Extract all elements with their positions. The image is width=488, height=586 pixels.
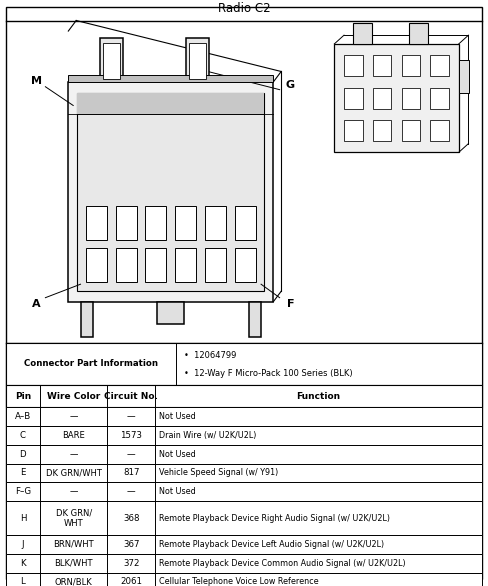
Text: —: — [69, 412, 78, 421]
Text: Vehicle Speed Signal (w/ Y91): Vehicle Speed Signal (w/ Y91) [159, 468, 278, 478]
Text: C: C [20, 431, 26, 440]
Bar [116, 206, 137, 240]
Text: BRN/WHT: BRN/WHT [53, 540, 94, 549]
Bar [409, 23, 428, 44]
Bar [6, 482, 482, 501]
Bar [157, 302, 184, 324]
Bar [235, 248, 256, 282]
Bar [100, 38, 123, 82]
Text: Circuit No.: Circuit No. [104, 391, 158, 401]
Bar [175, 206, 196, 240]
Bar [6, 535, 482, 554]
Bar [205, 206, 226, 240]
Bar [430, 55, 448, 76]
Bar [6, 554, 482, 573]
Bar [6, 385, 482, 407]
Bar [402, 87, 420, 109]
Bar [430, 87, 448, 109]
Text: J: J [21, 540, 24, 549]
Text: —: — [69, 487, 78, 496]
Text: DK GRN/
WHT: DK GRN/ WHT [56, 508, 92, 528]
Text: Remote Playback Device Right Audio Signal (w/ U2K/U2L): Remote Playback Device Right Audio Signa… [159, 513, 389, 523]
Text: Function: Function [297, 391, 341, 401]
Text: F: F [286, 298, 294, 309]
Text: —: — [127, 487, 136, 496]
Text: A: A [32, 298, 41, 309]
Bar [345, 55, 363, 76]
Text: E: E [20, 468, 26, 478]
Bar [6, 573, 482, 586]
Bar [205, 248, 226, 282]
Text: —: — [127, 412, 136, 421]
Text: Pin: Pin [15, 391, 31, 401]
Bar [430, 120, 448, 141]
Bar [68, 75, 273, 82]
Bar [116, 248, 137, 282]
Bar [77, 93, 264, 291]
Bar [459, 60, 469, 93]
Text: Not Used: Not Used [159, 412, 195, 421]
Text: 367: 367 [123, 540, 140, 549]
Text: —: — [69, 449, 78, 459]
Bar [189, 43, 206, 79]
Bar [249, 302, 261, 337]
Text: Connector Part Information: Connector Part Information [24, 359, 158, 369]
Text: K: K [20, 558, 26, 568]
Text: Cellular Telephone Voice Low Reference: Cellular Telephone Voice Low Reference [159, 577, 318, 586]
Bar [86, 248, 107, 282]
Text: 372: 372 [123, 558, 140, 568]
Text: F–G: F–G [15, 487, 31, 496]
Text: Remote Playback Device Common Audio Signal (w/ U2K/U2L): Remote Playback Device Common Audio Sign… [159, 558, 405, 568]
Text: •  12064799: • 12064799 [184, 351, 237, 360]
Bar [6, 445, 482, 464]
Text: 817: 817 [123, 468, 140, 478]
Bar [175, 248, 196, 282]
Text: DK GRN/WHT: DK GRN/WHT [46, 468, 102, 478]
Bar [402, 55, 420, 76]
Text: —: — [127, 449, 136, 459]
Bar [6, 464, 482, 482]
Bar [77, 93, 264, 114]
Bar [373, 55, 391, 76]
Text: BLK/WHT: BLK/WHT [55, 558, 93, 568]
Bar [345, 87, 363, 109]
Text: Not Used: Not Used [159, 449, 195, 459]
Bar [102, 43, 120, 79]
Bar [6, 407, 482, 426]
Text: Wire Color: Wire Color [47, 391, 101, 401]
Bar [68, 82, 273, 302]
Bar [373, 87, 391, 109]
Text: ORN/BLK: ORN/BLK [55, 577, 93, 586]
Text: Not Used: Not Used [159, 487, 195, 496]
Bar [402, 120, 420, 141]
Text: 1573: 1573 [120, 431, 142, 440]
Text: Radio C2: Radio C2 [218, 2, 270, 15]
Bar [6, 426, 482, 445]
Bar [81, 302, 93, 337]
Bar [334, 44, 459, 152]
Bar [373, 120, 391, 141]
Bar [235, 206, 256, 240]
Text: A–B: A–B [15, 412, 31, 421]
Text: G: G [286, 80, 295, 90]
Bar [345, 120, 363, 141]
Bar [145, 248, 166, 282]
Text: 2061: 2061 [120, 577, 142, 586]
Bar [353, 23, 372, 44]
Text: Drain Wire (w/ U2K/U2L): Drain Wire (w/ U2K/U2L) [159, 431, 256, 440]
Bar [6, 501, 482, 535]
Text: M: M [31, 76, 42, 86]
Text: D: D [20, 449, 26, 459]
Text: L: L [20, 577, 25, 586]
Bar [186, 38, 209, 82]
Text: BARE: BARE [62, 431, 85, 440]
Text: Remote Playback Device Left Audio Signal (w/ U2K/U2L): Remote Playback Device Left Audio Signal… [159, 540, 384, 549]
Text: •  12-Way F Micro-Pack 100 Series (BLK): • 12-Way F Micro-Pack 100 Series (BLK) [184, 369, 353, 378]
Text: H: H [20, 513, 26, 523]
Bar [145, 206, 166, 240]
Text: 368: 368 [123, 513, 140, 523]
Bar [86, 206, 107, 240]
Bar [6, 343, 482, 385]
